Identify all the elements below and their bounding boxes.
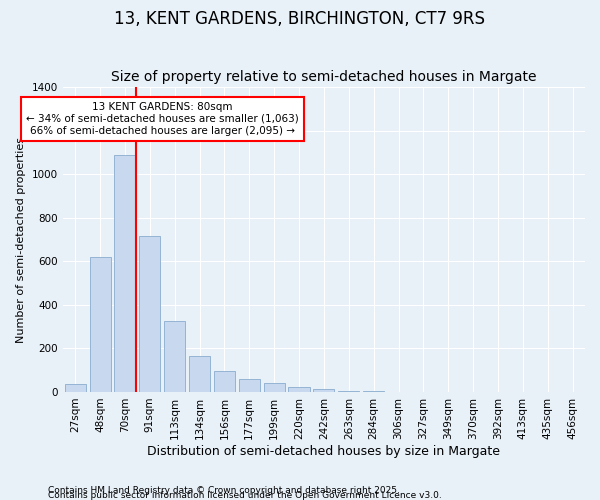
Text: 13, KENT GARDENS, BIRCHINGTON, CT7 9RS: 13, KENT GARDENS, BIRCHINGTON, CT7 9RS [115,10,485,28]
Bar [139,236,160,392]
Bar [289,387,310,392]
Bar [263,383,285,392]
Bar [363,391,384,392]
Title: Size of property relative to semi-detached houses in Margate: Size of property relative to semi-detach… [111,70,536,85]
Bar [189,356,210,392]
Bar [89,257,110,392]
Bar [313,390,334,392]
Bar [115,154,136,392]
Text: Contains HM Land Registry data © Crown copyright and database right 2025.: Contains HM Land Registry data © Crown c… [48,486,400,495]
Bar [164,321,185,392]
Text: Contains public sector information licensed under the Open Government Licence v3: Contains public sector information licen… [48,490,442,500]
Bar [239,380,260,392]
Bar [65,384,86,392]
Bar [338,390,359,392]
Bar [214,372,235,392]
X-axis label: Distribution of semi-detached houses by size in Margate: Distribution of semi-detached houses by … [148,444,500,458]
Text: 13 KENT GARDENS: 80sqm
← 34% of semi-detached houses are smaller (1,063)
66% of : 13 KENT GARDENS: 80sqm ← 34% of semi-det… [26,102,299,136]
Y-axis label: Number of semi-detached properties: Number of semi-detached properties [16,136,26,342]
